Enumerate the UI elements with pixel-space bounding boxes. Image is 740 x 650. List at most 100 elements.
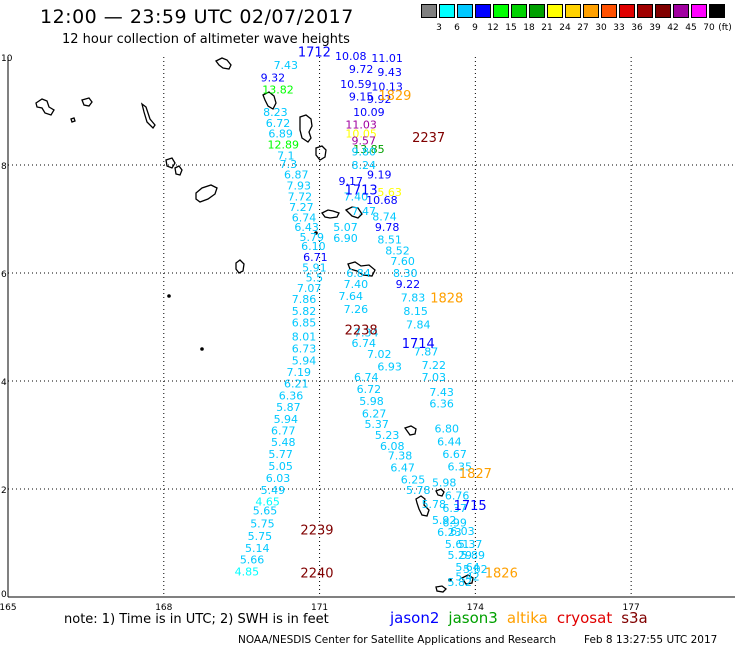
wave-height-value: 5.66 bbox=[240, 554, 265, 567]
wave-height-value: 5.82 bbox=[292, 305, 317, 318]
coastlines bbox=[35, 57, 474, 593]
wave-height-value: 10.05 bbox=[345, 128, 377, 141]
track-time-label: 1714 bbox=[402, 337, 435, 352]
wave-height-value: 7.43 bbox=[274, 59, 299, 72]
wave-height-value: 10.13 bbox=[371, 81, 403, 94]
track-time-label: 2237 bbox=[412, 131, 445, 146]
wave-height-value: 7.19 bbox=[287, 366, 312, 379]
legend-swatch bbox=[457, 4, 473, 18]
wave-height-value: 8.23 bbox=[263, 106, 288, 119]
wave-height-value: 5.78 bbox=[406, 484, 431, 497]
wave-height-value: 5.63 bbox=[377, 186, 402, 199]
wave-height-value: 6.03 bbox=[266, 472, 291, 485]
legend-swatch bbox=[673, 4, 689, 18]
island-outline bbox=[70, 117, 76, 123]
wave-height-value: 6.89 bbox=[268, 128, 293, 141]
satellite-jason3: jason3 bbox=[448, 609, 498, 627]
track-time-label: 1712 bbox=[298, 46, 331, 61]
wave-height-value: 6.08 bbox=[380, 440, 405, 453]
legend-unit: (ft) bbox=[718, 23, 732, 33]
wave-height-value: 5.98 bbox=[359, 395, 384, 408]
wave-height-value: 7.64 bbox=[338, 290, 363, 303]
legend-label: 30 bbox=[595, 23, 607, 33]
wave-height-value: 8.74 bbox=[372, 210, 397, 223]
wave-height-value: 7.02 bbox=[367, 348, 392, 361]
wave-height-value: 9.22 bbox=[396, 278, 421, 291]
legend-label: 6 bbox=[454, 23, 460, 33]
wave-height-value: 6.71 bbox=[303, 251, 328, 264]
wave-height-value: 6.90 bbox=[333, 232, 358, 245]
wave-height-value: 6.36 bbox=[429, 398, 454, 411]
wave-height-value: 6.99 bbox=[442, 516, 467, 529]
legend-label: 33 bbox=[613, 23, 625, 33]
wave-height-value: 12.89 bbox=[267, 138, 299, 151]
wave-height-value: 6.25 bbox=[401, 473, 426, 486]
wave-height-value: 8.51 bbox=[377, 234, 402, 247]
wave-height-value: 9.57 bbox=[351, 135, 376, 148]
track-time-label: 1827 bbox=[459, 467, 492, 482]
wave-height-value: 6.10 bbox=[301, 240, 326, 253]
wave-height-value: 7.47 bbox=[351, 205, 376, 218]
island-outline bbox=[235, 259, 245, 274]
legend-swatch bbox=[691, 4, 707, 18]
satellite-altika: altika bbox=[506, 609, 548, 627]
legend-label: 3 bbox=[436, 23, 442, 33]
map-subtitle: 12 hour collection of altimeter wave hei… bbox=[62, 32, 350, 47]
track-time-label: 2240 bbox=[300, 567, 333, 582]
wave-height-value: 5.87 bbox=[276, 401, 301, 414]
wave-height-value: 5.92 bbox=[432, 514, 457, 527]
wave-height-value: 5.65 bbox=[253, 505, 278, 518]
wave-height-value: 6.23 bbox=[437, 526, 462, 539]
wave-height-value: 11.01 bbox=[371, 52, 403, 65]
legend-swatch bbox=[709, 4, 725, 18]
x-tick-label: 174 bbox=[467, 603, 484, 613]
credit-text: NOAA/NESDIS Center for Satellite Applica… bbox=[238, 634, 556, 646]
legend-label: 42 bbox=[667, 23, 679, 33]
wave-height-value: 6.74 bbox=[354, 371, 379, 384]
wave-height-value: 7.72 bbox=[288, 190, 313, 203]
y-tick-label: 6 bbox=[1, 270, 7, 280]
wave-height-value: 11.03 bbox=[345, 119, 377, 132]
wave-height-value: 6.80 bbox=[435, 423, 460, 436]
map-frame: 165 168 171 174 177 0 2 4 6 8 10 bbox=[0, 54, 735, 613]
wave-height-value: 5.37 bbox=[364, 418, 389, 431]
legend-label: 18 bbox=[523, 23, 535, 33]
footer-credit: NOAA/NESDIS Center for Satellite Applica… bbox=[238, 634, 717, 646]
wave-height-value: 7.07 bbox=[297, 282, 322, 295]
island-outline bbox=[461, 574, 474, 585]
wave-height-value: 5.82 bbox=[448, 576, 473, 589]
wave-height-value: 9.80 bbox=[351, 146, 376, 159]
island-outline bbox=[435, 585, 447, 593]
wave-height-value: 6.74 bbox=[351, 337, 376, 350]
legend-swatch bbox=[565, 4, 581, 18]
wave-height-value: 7.93 bbox=[287, 180, 312, 193]
wave-height-value: 5.78 bbox=[422, 498, 447, 511]
island-outline bbox=[344, 206, 363, 219]
wave-height-value: 6.37 bbox=[442, 502, 467, 515]
y-tick-label: 2 bbox=[1, 486, 7, 496]
wave-height-value: 7.26 bbox=[344, 303, 369, 316]
wave-height-value: 7.43 bbox=[429, 386, 454, 399]
legend-label: 27 bbox=[577, 23, 589, 33]
wave-height-value: 5.64 bbox=[455, 561, 480, 574]
y-tick-label: 8 bbox=[1, 162, 7, 172]
track-time-label: 1829 bbox=[378, 89, 411, 104]
track-time-label: 1713 bbox=[345, 183, 378, 198]
wave-height-value: 9.43 bbox=[377, 66, 402, 79]
island-outline bbox=[81, 97, 93, 107]
track-time-label: 2239 bbox=[300, 524, 333, 539]
legend-swatch bbox=[601, 4, 617, 18]
wave-height-value: 5.14 bbox=[245, 542, 270, 555]
wave-height-value: 5.89 bbox=[461, 549, 486, 562]
wave-height-value: 6.67 bbox=[442, 448, 467, 461]
wave-height-value: 5.77 bbox=[268, 448, 293, 461]
wave-height-value: 5.91 bbox=[302, 262, 327, 275]
track-time-label: 1826 bbox=[485, 567, 518, 582]
wave-height-value: 6.74 bbox=[292, 211, 317, 224]
wave-height-value: 8.15 bbox=[403, 305, 428, 318]
wave-height-value: 5.94 bbox=[274, 413, 299, 426]
legend-label: 24 bbox=[559, 23, 571, 33]
wave-height-value: 5.02 bbox=[463, 563, 488, 576]
legend-label: 36 bbox=[631, 23, 643, 33]
wave-height-value: 6.43 bbox=[294, 221, 319, 234]
